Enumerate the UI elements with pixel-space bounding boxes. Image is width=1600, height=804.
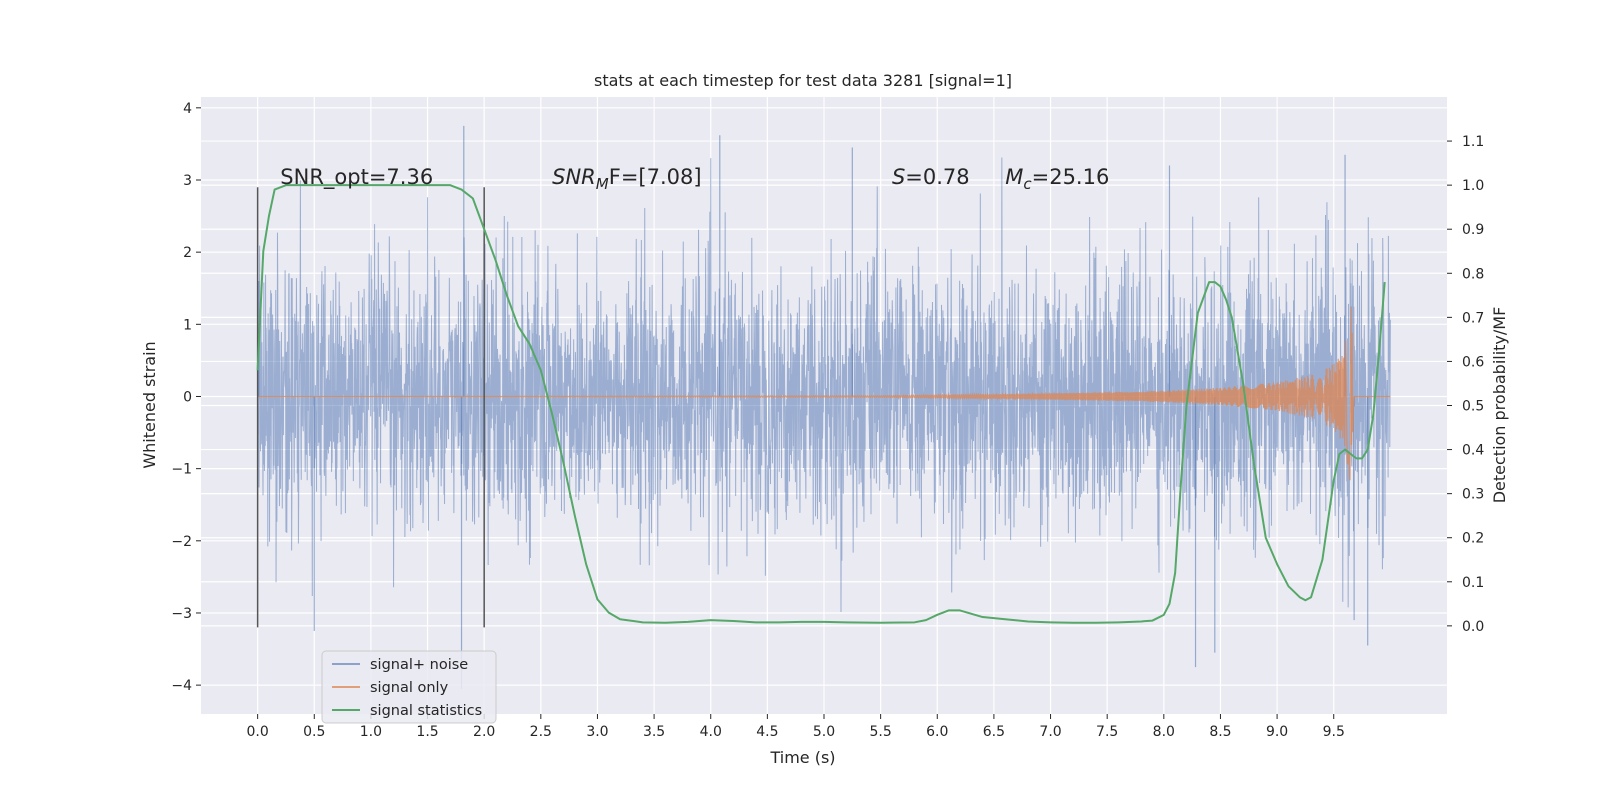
x-tick-label: 9.5 <box>1323 724 1345 740</box>
y-right-tick-label: 0.3 <box>1462 487 1484 503</box>
x-tick-label: 7.5 <box>1096 724 1118 740</box>
annotations: SNR_opt=7.36 SNRMF=[7.08] S=0.78 Mc=25.16 <box>280 165 1109 193</box>
y-left-tick-label: 0 <box>183 389 192 405</box>
annotation-s-value: =0.78 <box>905 165 969 189</box>
y-right-tick-label: 0.8 <box>1462 266 1484 282</box>
y-left-tick-label: −1 <box>171 462 192 478</box>
chart-title: stats at each timestep for test data 328… <box>594 71 1012 90</box>
x-tick-label: 4.5 <box>756 724 778 740</box>
y-axis-right-ticks: 0.0 0.1 0.2 0.3 0.4 0.5 0.6 0.7 0.8 0.9 1.0 1.1 <box>1447 134 1484 635</box>
y-right-tick-label: 0.2 <box>1462 531 1484 547</box>
annotation-snr-mf-main: SNR <box>552 165 596 189</box>
x-tick-label: 1.0 <box>360 724 382 740</box>
y-left-tick-label: −3 <box>171 606 192 622</box>
y-axis-left-label: Whitened strain <box>140 341 159 468</box>
x-tick-label: 0.0 <box>247 724 269 740</box>
y-right-tick-label: 0.0 <box>1462 619 1484 635</box>
legend: signal+ noise signal only signal statistic… <box>321 650 497 724</box>
legend-label: signal only <box>370 680 449 696</box>
y-left-tick-label: 3 <box>183 173 192 189</box>
annotation-snr-opt: SNR_opt=7.36 <box>280 165 433 190</box>
annotation-mc: Mc=25.16 <box>1005 165 1109 193</box>
y-right-tick-label: 1.0 <box>1462 178 1484 194</box>
y-right-tick-label: 0.4 <box>1462 443 1484 459</box>
annotation-snr-mf-sub: M <box>596 175 609 193</box>
annotation-mc-value: =25.16 <box>1032 165 1110 189</box>
annotation-s: S=0.78 <box>892 165 970 189</box>
x-tick-label: 8.5 <box>1209 724 1231 740</box>
x-tick-label: 3.5 <box>643 724 665 740</box>
x-tick-label: 4.0 <box>700 724 722 740</box>
x-tick-label: 6.5 <box>983 724 1005 740</box>
x-axis-ticks: 0.0 0.5 1.0 1.5 2.0 2.5 3.0 3.5 4.0 4.5 5.0 5.5 6.0 6… <box>247 714 1345 740</box>
x-tick-label: 2.0 <box>473 724 495 740</box>
signal-only-line <box>257 306 1391 481</box>
x-tick-label: 0.5 <box>303 724 325 740</box>
y-left-tick-label: −4 <box>171 678 192 694</box>
y-right-tick-label: 0.5 <box>1462 399 1484 415</box>
y-left-tick-label: −2 <box>171 534 192 550</box>
x-tick-label: 6.0 <box>926 724 948 740</box>
y-left-tick-label: 2 <box>183 245 192 261</box>
vertical-markers <box>256 187 485 628</box>
series-signal-statistics <box>256 184 1386 624</box>
y-right-tick-label: 1.1 <box>1462 134 1484 150</box>
x-tick-label: 9.0 <box>1266 724 1288 740</box>
legend-label: signal statistics <box>370 703 482 719</box>
y-right-tick-label: 0.7 <box>1462 310 1484 326</box>
x-tick-label: 3.0 <box>586 724 608 740</box>
signal-statistics-line <box>256 184 1386 624</box>
annotation-snr-mf-value: F=[7.08] <box>609 165 702 189</box>
x-tick-label: 7.0 <box>1039 724 1061 740</box>
x-axis-label: Time (s) <box>769 748 835 767</box>
annotation-snr-mf: SNRMF=[7.08] <box>552 165 701 193</box>
x-tick-label: 1.5 <box>416 724 438 740</box>
legend-box <box>321 650 497 724</box>
annotation-s-symbol: S <box>892 165 905 189</box>
y-axis-left-ticks: −4 −3 −2 −1 0 1 2 3 4 <box>171 101 201 694</box>
x-tick-label: 2.5 <box>530 724 552 740</box>
series-signal-only <box>257 306 1391 481</box>
x-tick-label: 8.0 <box>1153 724 1175 740</box>
x-tick-label: 5.5 <box>870 724 892 740</box>
y-left-tick-label: 1 <box>183 317 192 333</box>
legend-label: signal+ noise <box>370 657 468 673</box>
y-axis-right-label: Detection probability/MF <box>1490 307 1509 504</box>
y-left-tick-label: 4 <box>183 101 192 117</box>
annotation-mc-symbol: M <box>1005 165 1023 189</box>
annotation-mc-sub: c <box>1023 175 1032 193</box>
y-right-tick-label: 0.1 <box>1462 575 1484 591</box>
x-tick-label: 5.0 <box>813 724 835 740</box>
y-right-tick-label: 0.6 <box>1462 354 1484 370</box>
y-right-tick-label: 0.9 <box>1462 222 1484 238</box>
